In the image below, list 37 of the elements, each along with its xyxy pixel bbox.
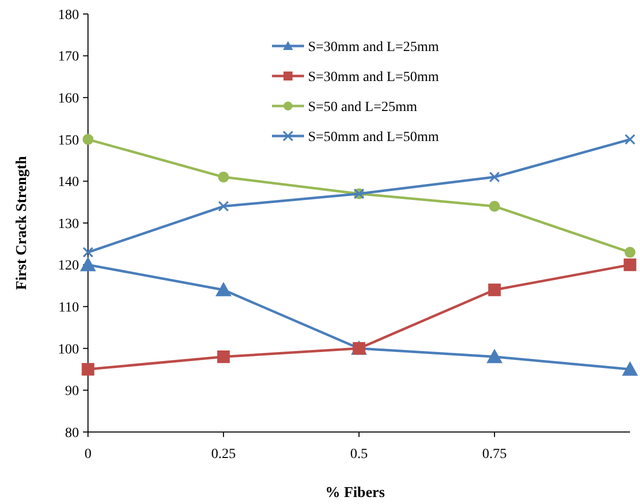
- y-tick-label: 90: [65, 384, 79, 400]
- x-tick-label: 0: [84, 447, 92, 462]
- point: [488, 284, 501, 296]
- legend-label: S=50 and L=25mm: [308, 100, 418, 115]
- point: [622, 361, 638, 376]
- y-tick-label: 110: [58, 300, 79, 316]
- y-tick-label: 80: [65, 426, 79, 441]
- point: [489, 172, 500, 182]
- point: [82, 134, 94, 145]
- point: [218, 200, 229, 212]
- y-tick-label: 160: [58, 92, 79, 106]
- legend-label: S=30mm and L=25mm: [308, 40, 440, 55]
- y-tick-label: 120: [58, 258, 79, 274]
- y-tick-label: 100: [58, 342, 79, 358]
- y-tick-label: 150: [58, 133, 79, 148]
- point: [216, 282, 232, 296]
- point: [80, 256, 96, 272]
- legend-label: S=50mm and L=50mm: [308, 130, 440, 145]
- y-tick-label: 140: [58, 175, 79, 190]
- point: [217, 350, 230, 364]
- x-tick-label: 0.5: [350, 447, 368, 462]
- y-axis-title: First Crack Strength: [14, 155, 30, 290]
- point: [489, 200, 500, 212]
- point: [624, 258, 636, 272]
- point: [218, 172, 229, 182]
- x-tick-label: 0.75: [482, 447, 507, 462]
- point: [486, 348, 502, 364]
- x-tick-label: 0.25: [211, 447, 236, 462]
- y-tick-label: 180: [58, 8, 79, 23]
- point: [624, 246, 636, 258]
- point: [82, 363, 94, 376]
- y-tick-label: 170: [58, 50, 79, 65]
- point: [82, 246, 94, 258]
- x-axis-title: % Fibers: [325, 485, 385, 501]
- legend-label: S=30mm and L=50mm: [308, 70, 440, 85]
- point: [624, 134, 636, 145]
- y-tick-label: 130: [58, 216, 79, 232]
